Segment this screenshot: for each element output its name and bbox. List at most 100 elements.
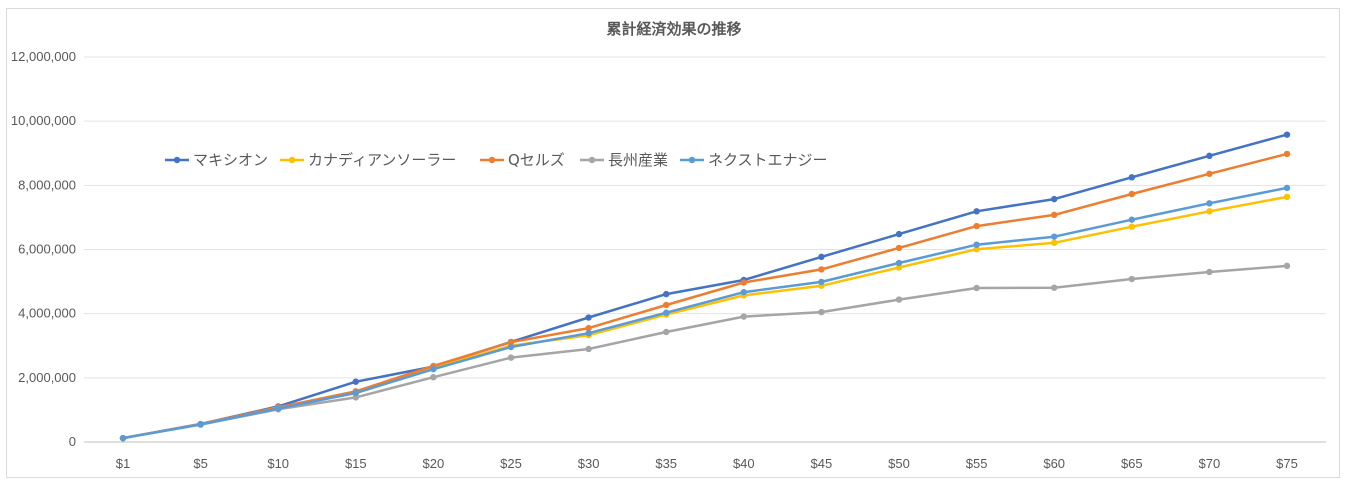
data-point: [507, 339, 515, 346]
x-axis-tick-labels: $1 $5 $10 $15 $20 $25 $30 $35 $40 $45 $50 $55 $60 $65…: [116, 456, 1298, 471]
data-point: [430, 373, 437, 381]
data-point: [1128, 174, 1136, 181]
data-point: [973, 222, 980, 230]
x-tick-label: $70: [1199, 456, 1221, 471]
data-point: [1128, 275, 1136, 283]
series-lines: [119, 131, 1291, 442]
data-point: [1051, 233, 1058, 240]
x-tick-label: $65: [1121, 456, 1143, 471]
data-point: [1283, 150, 1291, 158]
data-point: [1051, 211, 1058, 219]
data-point: [352, 378, 359, 385]
data-point: [818, 308, 825, 316]
data-point: [352, 389, 359, 397]
legend-swatch-marker: [488, 156, 496, 164]
y-tick-label: 12,000,000: [11, 49, 76, 64]
data-point: [895, 259, 903, 267]
data-point: [818, 278, 825, 286]
series-line: [122, 195, 1288, 440]
data-point: [1128, 216, 1136, 223]
data-point: [1283, 262, 1291, 270]
legend-swatch-marker: [688, 156, 696, 164]
x-tick-label: $35: [655, 456, 677, 471]
legend-label: カナディアンソーラー: [308, 151, 456, 169]
y-tick-label: 0: [69, 434, 76, 449]
data-point: [895, 244, 903, 252]
x-tick-label: $40: [733, 456, 755, 471]
data-point: [585, 330, 592, 337]
y-tick-label: 2,000,000: [18, 370, 76, 385]
series-line: [122, 186, 1288, 440]
x-tick-label: $60: [1043, 456, 1065, 471]
data-point: [119, 434, 127, 442]
legend-swatch-marker: [173, 156, 181, 164]
x-tick-label: $55: [966, 456, 988, 471]
x-tick-label: $45: [811, 456, 833, 471]
data-point: [1283, 193, 1291, 201]
data-point: [663, 290, 670, 298]
data-point: [818, 253, 825, 261]
y-axis-tick-labels: 0 2,000,000 4,000,000 6,000,000 8,000,000 10,…: [11, 49, 76, 449]
data-point: [895, 264, 903, 271]
legend-swatch-marker: [588, 156, 596, 164]
data-point: [197, 421, 204, 428]
data-point: [507, 343, 515, 351]
y-tick-label: 10,000,000: [11, 113, 76, 128]
data-point: [818, 266, 825, 273]
y-tick-label: 8,000,000: [18, 177, 76, 192]
x-tick-label: $30: [578, 456, 600, 471]
gridlines: [84, 56, 1326, 443]
data-point: [352, 394, 359, 401]
x-tick-label: $15: [345, 456, 367, 471]
x-tick-label: $20: [423, 456, 445, 471]
x-tick-label: $75: [1276, 456, 1298, 471]
data-point: [1283, 184, 1291, 192]
y-tick-label: 4,000,000: [18, 306, 76, 321]
data-point: [663, 309, 670, 316]
data-point: [1051, 239, 1058, 246]
data-point: [275, 405, 282, 412]
y-tick-label: 6,000,000: [18, 242, 76, 257]
series-line: [122, 152, 1288, 440]
data-point: [1051, 195, 1058, 203]
data-point: [1206, 152, 1213, 160]
data-point: [585, 345, 592, 353]
data-point: [1206, 170, 1213, 177]
data-point: [507, 354, 515, 361]
chart-title: 累計経済効果の推移: [606, 20, 742, 38]
series-line: [122, 133, 1288, 440]
data-point: [585, 314, 592, 321]
x-tick-label: $5: [193, 456, 207, 471]
legend-label: マキシオン: [193, 151, 268, 169]
data-point: [1283, 131, 1291, 138]
legend-label: Qセルズ: [508, 151, 565, 169]
data-point: [1051, 284, 1058, 291]
data-point: [973, 284, 980, 292]
data-point: [973, 208, 980, 215]
series-line: [122, 264, 1288, 440]
x-tick-label: $1: [116, 456, 130, 471]
x-tick-label: $10: [267, 456, 289, 471]
x-tick-label: $25: [500, 456, 522, 471]
legend-label: ネクストエナジー: [708, 151, 828, 169]
data-point: [740, 288, 747, 296]
legend-swatch-marker: [288, 156, 296, 164]
data-point: [1128, 190, 1136, 198]
data-point: [430, 365, 437, 373]
legend: マキシオン カナディアンソーラー Qセルズ 長州産業 ネクストエナジー: [165, 151, 828, 169]
data-point: [740, 313, 747, 320]
legend-label: 長州産業: [608, 151, 668, 169]
data-point: [1206, 200, 1213, 207]
data-point: [973, 245, 980, 253]
data-point: [1206, 208, 1213, 215]
x-tick-label: $50: [888, 456, 910, 471]
data-point: [973, 241, 980, 248]
data-point: [1128, 223, 1136, 230]
data-point: [585, 324, 592, 332]
data-point: [895, 230, 903, 238]
data-point: [740, 279, 747, 286]
chart-frame: [6, 8, 1340, 478]
data-point: [663, 328, 670, 336]
data-point: [663, 301, 670, 309]
